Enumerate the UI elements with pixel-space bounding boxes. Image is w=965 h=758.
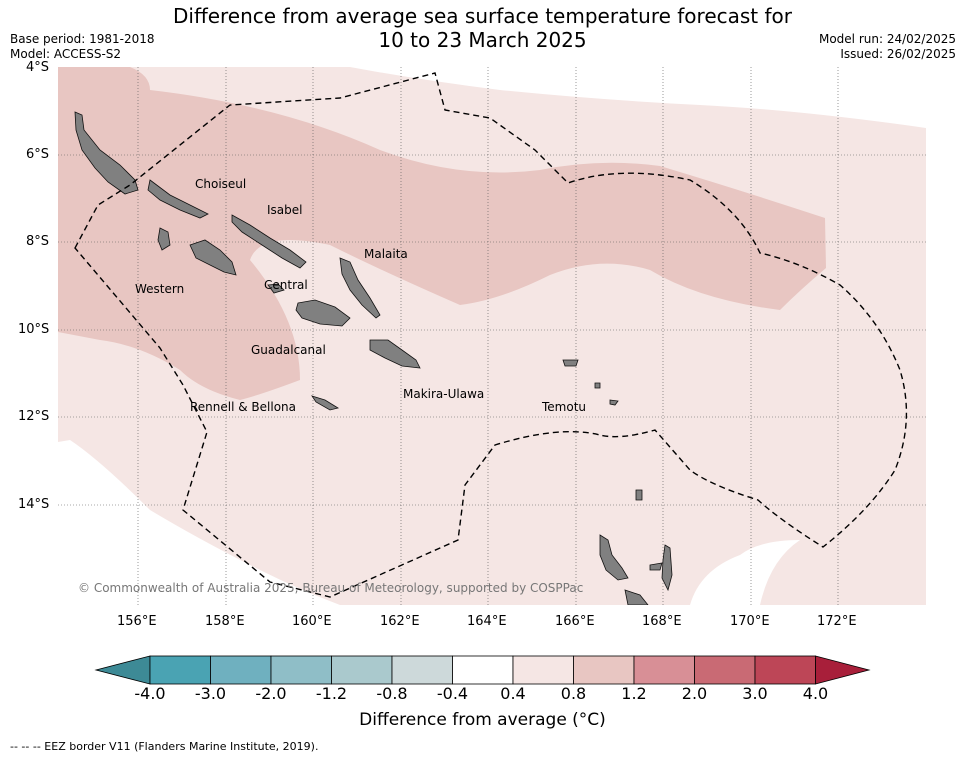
colorbar-tick-label: -0.8 — [376, 684, 408, 703]
colorbar-extend-low — [94, 655, 151, 685]
province-label-guadalcanal: Guadalcanal — [251, 343, 326, 357]
base-period: Base period: 1981-2018 — [10, 32, 155, 46]
colorbar-extend-high — [815, 655, 871, 685]
island-vanuatu-3 — [649, 562, 663, 571]
island-temotu-3 — [609, 399, 619, 406]
model-name: Model: ACCESS-S2 — [10, 47, 122, 61]
island-vanuatu-5 — [635, 489, 643, 501]
province-label-western: Western — [135, 282, 185, 296]
province-label-isabel: Isabel — [267, 203, 303, 217]
colorbar-segment — [210, 655, 272, 685]
lat-tick-label: 6°S — [26, 147, 50, 162]
island-kolombangara — [157, 227, 171, 251]
anomaly-region-dark — [58, 67, 826, 400]
island-choiseul — [74, 111, 139, 195]
colorbar-tick-label: 3.0 — [742, 684, 768, 703]
lon-tick-label: 170°E — [730, 614, 770, 629]
colorbar-tick-label: -2.0 — [255, 684, 287, 703]
lon-tick-label: 164°E — [467, 614, 507, 629]
colorbar-tick-label: -1.2 — [315, 684, 348, 703]
copyright-note: © Commonwealth of Australia 2025, Bureau… — [78, 581, 584, 595]
colorbar-segment — [149, 655, 211, 685]
colorbar-segment — [754, 655, 816, 685]
colorbar-segment — [270, 655, 332, 685]
colorbar-tick-label: 4.0 — [802, 684, 829, 703]
island-vanuatu-2 — [661, 544, 673, 592]
lon-tick-label: 168°E — [642, 614, 682, 629]
colorbar-segment — [694, 655, 756, 685]
colorbar-tick-label: -4.0 — [134, 684, 166, 703]
lat-tick-label: 4°S — [26, 60, 50, 75]
map-title: Difference from average sea surface temp… — [0, 4, 965, 52]
colorbar-segment — [633, 655, 695, 685]
province-label-malaita: Malaita — [364, 247, 408, 261]
lon-tick-label: 162°E — [380, 614, 420, 629]
province-label-choiseul: Choiseul — [195, 177, 247, 191]
colorbar-tick-label: -0.4 — [436, 684, 469, 703]
colorbar-segment — [391, 655, 453, 685]
island-malaita — [339, 257, 381, 319]
island-makira — [369, 339, 421, 369]
colorbar-segment — [512, 655, 574, 685]
lat-tick-label: 8°S — [26, 234, 50, 249]
colorbar-label: Difference from average (°C) — [359, 710, 606, 730]
island-rennell — [311, 395, 340, 411]
issued-date: Issued: 26/02/2025 — [840, 47, 956, 61]
island-central — [267, 283, 285, 294]
province-label-central: Central — [264, 278, 308, 292]
island-isabel — [231, 214, 307, 269]
island-guadalcanal — [295, 299, 351, 327]
meta-left: Base period: 1981-2018 Model: ACCESS-S2 — [10, 32, 155, 62]
lon-tick-label: 160°E — [292, 614, 332, 629]
island-choiseul-east — [147, 179, 209, 219]
lon-tick-label: 166°E — [555, 614, 595, 629]
island-temotu-2 — [594, 382, 601, 389]
island-temotu-1 — [562, 359, 579, 367]
colorbar-segment — [452, 655, 514, 685]
island-vanuatu-4 — [624, 589, 649, 605]
lon-tick-label: 172°E — [817, 614, 857, 629]
eez-border — [74, 72, 908, 598]
land-masses — [74, 111, 673, 605]
colorbar-tick-label: 0.8 — [560, 684, 587, 703]
colorbar-segment — [331, 655, 393, 685]
lat-tick-label: 14°S — [18, 497, 50, 512]
island-newgeorgia — [189, 239, 237, 276]
title-line-2: 10 to 23 March 2025 — [378, 28, 587, 52]
model-run: Model run: 24/02/2025 — [818, 32, 956, 46]
colorbar-tick-label: 2.0 — [681, 684, 708, 703]
province-label-rennell: Rennell & Bellona — [190, 400, 297, 414]
lat-tick-label: 10°S — [18, 322, 50, 337]
colorbar — [94, 655, 871, 685]
colorbar-tick-label: -3.0 — [194, 684, 227, 703]
eez-footnote: -- -- -- EEZ border V11 (Flanders Marine… — [10, 740, 319, 753]
meta-right: Model run: 24/02/2025 Issued: 26/02/2025 — [819, 32, 956, 62]
province-label-makira: Makira-Ulawa — [403, 387, 485, 401]
lon-tick-label: 156°E — [117, 614, 157, 629]
island-vanuatu-espiritu — [599, 534, 629, 581]
title-line-1: Difference from average sea surface temp… — [172, 4, 792, 28]
colorbar-tick-label: 0.4 — [500, 684, 526, 703]
province-label-temotu: Temotu — [542, 400, 587, 414]
colorbar-segment — [573, 655, 635, 685]
lat-tick-label: 12°S — [18, 409, 50, 424]
colorbar-tick-label: 1.2 — [621, 684, 647, 703]
lon-tick-label: 158°E — [205, 614, 245, 629]
